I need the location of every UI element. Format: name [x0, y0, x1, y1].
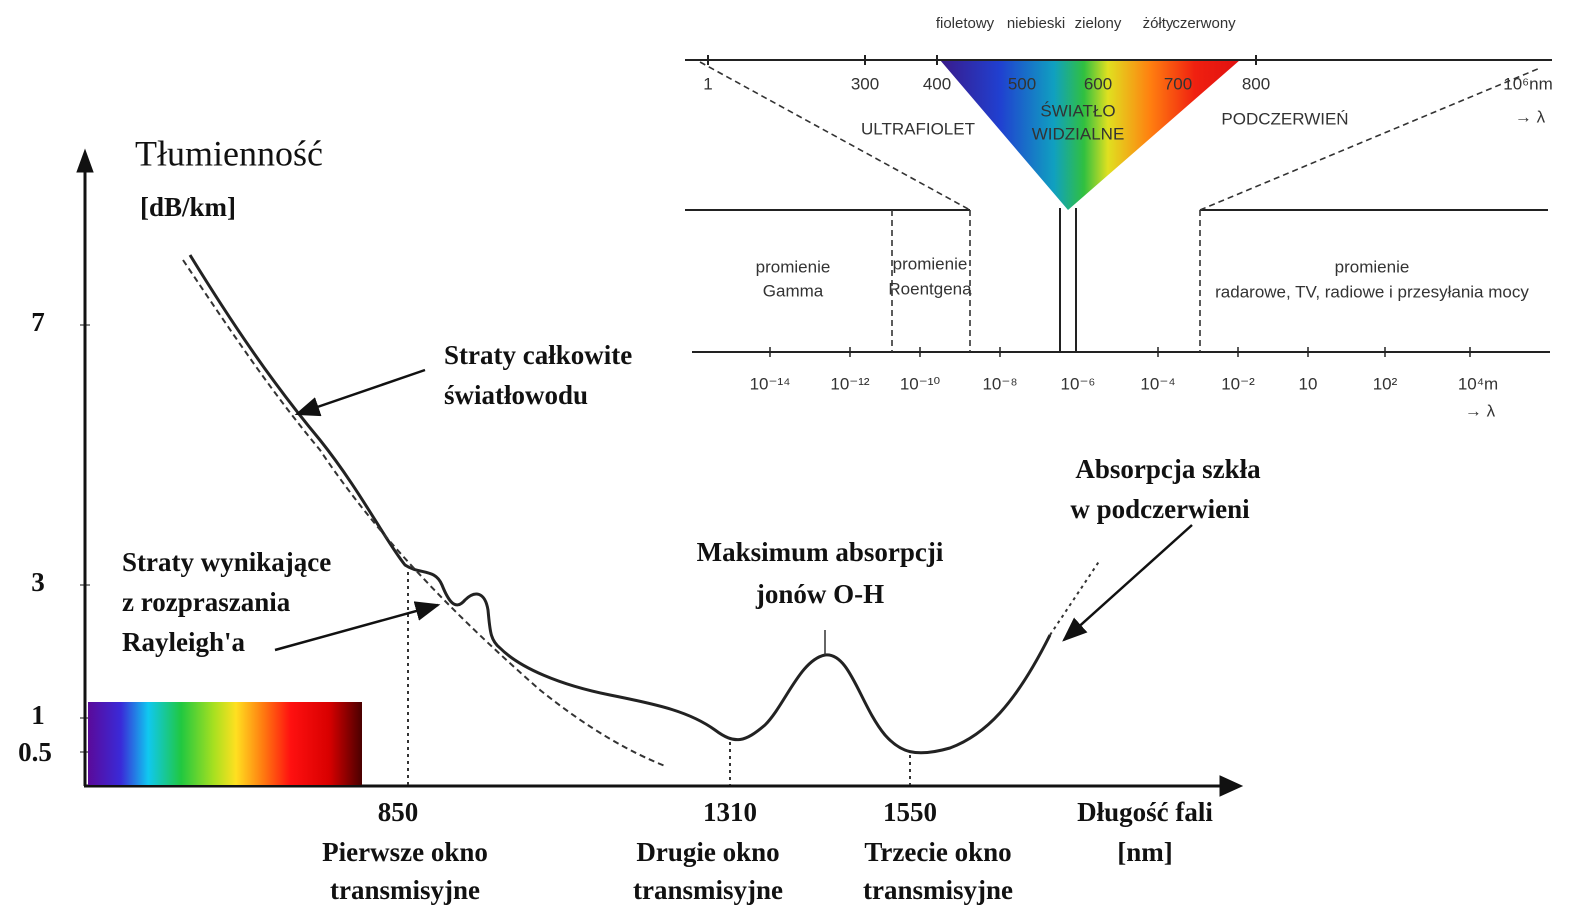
band-label: promienie	[893, 254, 968, 273]
total-loss-curve	[190, 255, 1050, 753]
window-label: Pierwsze okno	[322, 837, 488, 867]
color-name: czerwony	[1172, 15, 1236, 32]
region-label: ULTRAFIOLET	[861, 119, 975, 138]
lambda: → λ	[1515, 107, 1546, 126]
m-tick-label: 10⁻¹²	[830, 374, 870, 393]
inset	[685, 55, 1552, 357]
m-tick-label: 10	[1299, 374, 1318, 393]
arrows	[275, 370, 1192, 650]
nm-tick-label: 600	[1084, 74, 1112, 93]
x-tick-label: 850	[378, 797, 419, 827]
window-label: transmisyjne	[633, 875, 783, 905]
annotation: w podczerwieni	[1070, 494, 1250, 524]
band-label: radarowe, TV, radiowe i przesyłania mocy	[1215, 282, 1529, 301]
nm-tick-label: 700	[1164, 74, 1192, 93]
band-label: Gamma	[763, 281, 824, 300]
nm-tick-label: 1	[703, 74, 712, 93]
nm-tick-label: 800	[1242, 74, 1270, 93]
spectrum-bar	[88, 702, 362, 785]
nm-tick-label: 300	[851, 74, 879, 93]
x-title: Długość fali	[1077, 797, 1213, 827]
y-tick-label: 1	[31, 700, 45, 730]
color-name: fioletowy	[936, 15, 995, 32]
nm-tick-label: 500	[1008, 74, 1036, 93]
diagram: Tłumienność [dB/km] 7 3 1 0.5 850 1310 1…	[0, 0, 1582, 915]
m-tick-label: 10⁻¹⁴	[750, 374, 791, 393]
nm-tick-label: 400	[923, 74, 951, 93]
y-tick-label: 7	[31, 307, 45, 337]
band-label: promienie	[756, 257, 831, 276]
annotation: Maksimum absorpcji	[697, 537, 944, 567]
lambda: → λ	[1465, 401, 1496, 420]
guide-lines	[408, 560, 1100, 785]
region-label: WIDZIALNE	[1032, 124, 1125, 143]
axis-title: Tłumienność	[135, 133, 323, 173]
color-name: zielony	[1075, 15, 1122, 32]
m-tick-label: 10²	[1373, 374, 1398, 393]
annotation: światłowodu	[444, 380, 588, 410]
annotation: Straty wynikające	[122, 547, 331, 577]
window-label: transmisyjne	[863, 875, 1013, 905]
m-tick-label: 10⁻²	[1221, 374, 1255, 393]
color-name: niebieski	[1007, 15, 1065, 32]
x-tick-label: 1310	[703, 797, 757, 827]
window-label: transmisyjne	[330, 875, 480, 905]
m-tick-label: 10⁻⁸	[982, 374, 1017, 393]
y-tick-label: 3	[31, 567, 45, 597]
annotation: Absorpcja szkła	[1075, 454, 1261, 484]
annotation: Straty całkowite	[444, 340, 632, 370]
y-tick-label: 0.5	[18, 737, 52, 767]
region-label: ŚWIATŁO	[1040, 101, 1115, 120]
band-label: Roentgena	[888, 279, 972, 298]
annotation: z rozpraszania	[122, 587, 291, 617]
axes	[77, 150, 1242, 796]
color-name: żółty	[1143, 15, 1174, 32]
window-label: Trzecie okno	[864, 837, 1011, 867]
annotation: jonów O-H	[755, 579, 884, 609]
annotation: Rayleigh'a	[122, 627, 246, 657]
x-title: [nm]	[1117, 837, 1173, 867]
m-tick-label: 10⁴m	[1458, 374, 1498, 393]
x-tick-label: 1550	[883, 797, 937, 827]
region-label: PODCZERWIEŃ	[1221, 109, 1348, 128]
band-label: promienie	[1335, 257, 1410, 276]
m-tick-label: 10⁻⁶	[1061, 374, 1096, 393]
nm-tick-label: 10⁶nm	[1503, 74, 1553, 93]
m-tick-label: 10⁻¹⁰	[900, 374, 941, 393]
m-tick-label: 10⁻⁴	[1140, 374, 1175, 393]
window-label: Drugie okno	[636, 837, 779, 867]
axis-unit: [dB/km]	[140, 192, 236, 222]
